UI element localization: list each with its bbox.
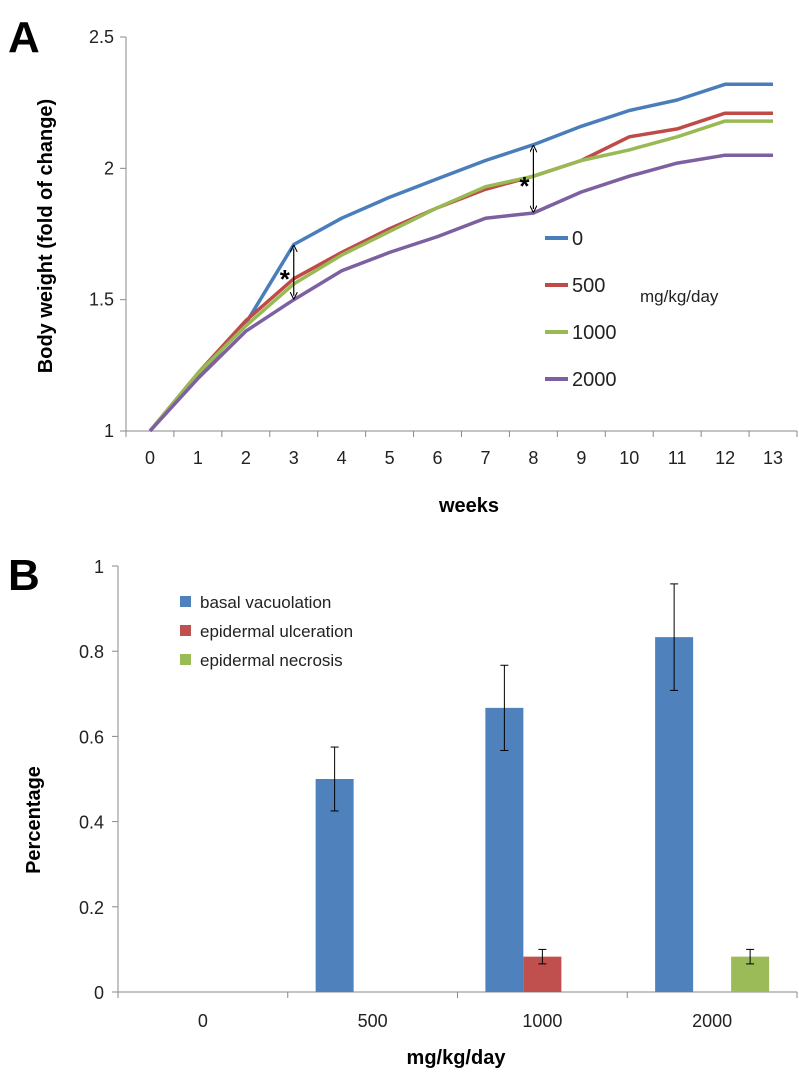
legend-label-b: epidermal necrosis [200, 651, 343, 670]
y-tick-label-a: 2.5 [89, 27, 114, 47]
x-tick-label-a: 12 [715, 448, 735, 468]
bar [655, 637, 694, 992]
x-tick-label-a: 8 [528, 448, 538, 468]
x-tick-label-a: 9 [576, 448, 586, 468]
x-tick-label-a: 13 [763, 448, 783, 468]
x-tick-label-a: 1 [193, 448, 203, 468]
legend-label-b: basal vacuolation [200, 593, 331, 612]
legend-swatch-b [180, 596, 191, 607]
y-tick-label-b: 0.8 [79, 642, 104, 662]
series-line-2000 [148, 153, 773, 433]
legend-swatch-b [180, 625, 191, 636]
y-tick-label-a: 1.5 [89, 290, 114, 310]
x-tick-label-b: 1000 [522, 1011, 562, 1031]
legend-label-1000: 1000 [572, 322, 617, 344]
bar [315, 779, 354, 992]
x-tick-label-a: 2 [241, 448, 251, 468]
y-tick-label-a: 2 [104, 158, 114, 178]
panel-letter-b: B [8, 551, 40, 600]
legend-swatch-b [180, 654, 191, 665]
legend-label-0: 0 [572, 228, 583, 250]
x-tick-label-b: 0 [198, 1011, 208, 1031]
legend-label-2000: 2000 [572, 369, 617, 391]
y-tick-label-b: 0.2 [79, 898, 104, 918]
bar-chart-percentage: 0 0.2 0.4 0.6 0.8 1 0 500 1000 2000 basal vacuolat… [79, 557, 798, 1031]
x-tick-label-a: 11 [668, 448, 687, 468]
panel-letter-a: A [8, 13, 40, 62]
x-tick-label-a: 4 [337, 448, 347, 468]
x-tick-label-a: 0 [145, 448, 155, 468]
significance-asterisk: * [519, 171, 530, 201]
y-tick-label-a: 1 [104, 421, 114, 441]
legend-label-500: 500 [572, 275, 605, 297]
y-tick-label-b: 0 [94, 983, 104, 1003]
x-tick-label-a: 5 [385, 448, 395, 468]
x-axis-title-b: mg/kg/day [407, 1047, 507, 1069]
y-tick-label-b: 0.4 [79, 813, 104, 833]
x-tick-label-b: 2000 [692, 1011, 732, 1031]
x-tick-label-a: 3 [289, 448, 299, 468]
y-tick-label-b: 1 [94, 557, 104, 577]
y-axis-title-b: Percentage [23, 766, 45, 874]
series-line-0 [148, 82, 773, 433]
bar [485, 707, 524, 992]
legend-unit-label: mg/kg/day [640, 287, 719, 306]
x-axis-title-a: weeks [438, 495, 499, 517]
x-tick-label-a: 6 [433, 448, 443, 468]
y-tick-label-b: 0.6 [79, 727, 104, 747]
x-tick-label-a: 7 [480, 448, 490, 468]
y-axis-title-a: Body weight (fold of change) [35, 99, 57, 373]
series-line-1000 [148, 119, 773, 433]
significance-asterisk: * [280, 264, 291, 294]
x-tick-label-a: 10 [619, 448, 639, 468]
x-tick-label-b: 500 [358, 1011, 388, 1031]
legend-label-b: epidermal ulceration [200, 622, 353, 641]
series-line-500 [148, 111, 773, 433]
